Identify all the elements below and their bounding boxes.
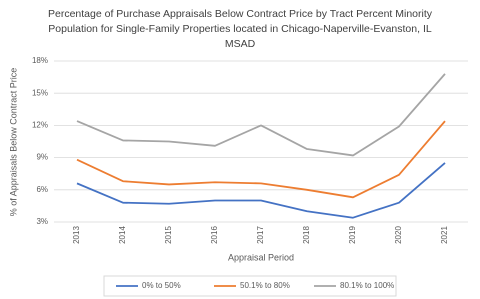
x-tick-label: 2017: [256, 226, 265, 244]
y-axis-label: % of Appraisals Below Contract Price: [8, 68, 18, 217]
x-tick-label: 2015: [164, 226, 173, 244]
x-axis-label: Appraisal Period: [228, 252, 294, 262]
legend-label: 80.1% to 100%: [340, 281, 394, 290]
data-line: [76, 162, 446, 219]
y-tick-label: 18%: [32, 56, 48, 65]
x-tick-label: 2019: [348, 226, 357, 244]
x-tick-label: 2018: [302, 226, 311, 244]
x-tick-label: 2016: [210, 226, 219, 244]
y-tick-label: 6%: [36, 185, 48, 194]
y-tick-label: 12%: [32, 121, 48, 130]
x-tick-label: 2013: [72, 226, 81, 244]
y-tick-label: 9%: [36, 153, 48, 162]
y-tick-label: 15%: [32, 88, 48, 97]
data-line: [76, 73, 446, 157]
legend-label: 50.1% to 80%: [240, 281, 290, 290]
x-tick-label: 2020: [394, 226, 403, 244]
data-line: [76, 120, 446, 199]
x-tick-label: 2014: [118, 226, 127, 244]
legend-box: [103, 275, 397, 297]
x-tick-label: 2021: [440, 226, 449, 244]
y-tick-label: 3%: [36, 217, 48, 226]
legend-label: 0% to 50%: [142, 281, 181, 290]
chart-title: Percentage of Purchase Appraisals Below …: [47, 8, 432, 50]
